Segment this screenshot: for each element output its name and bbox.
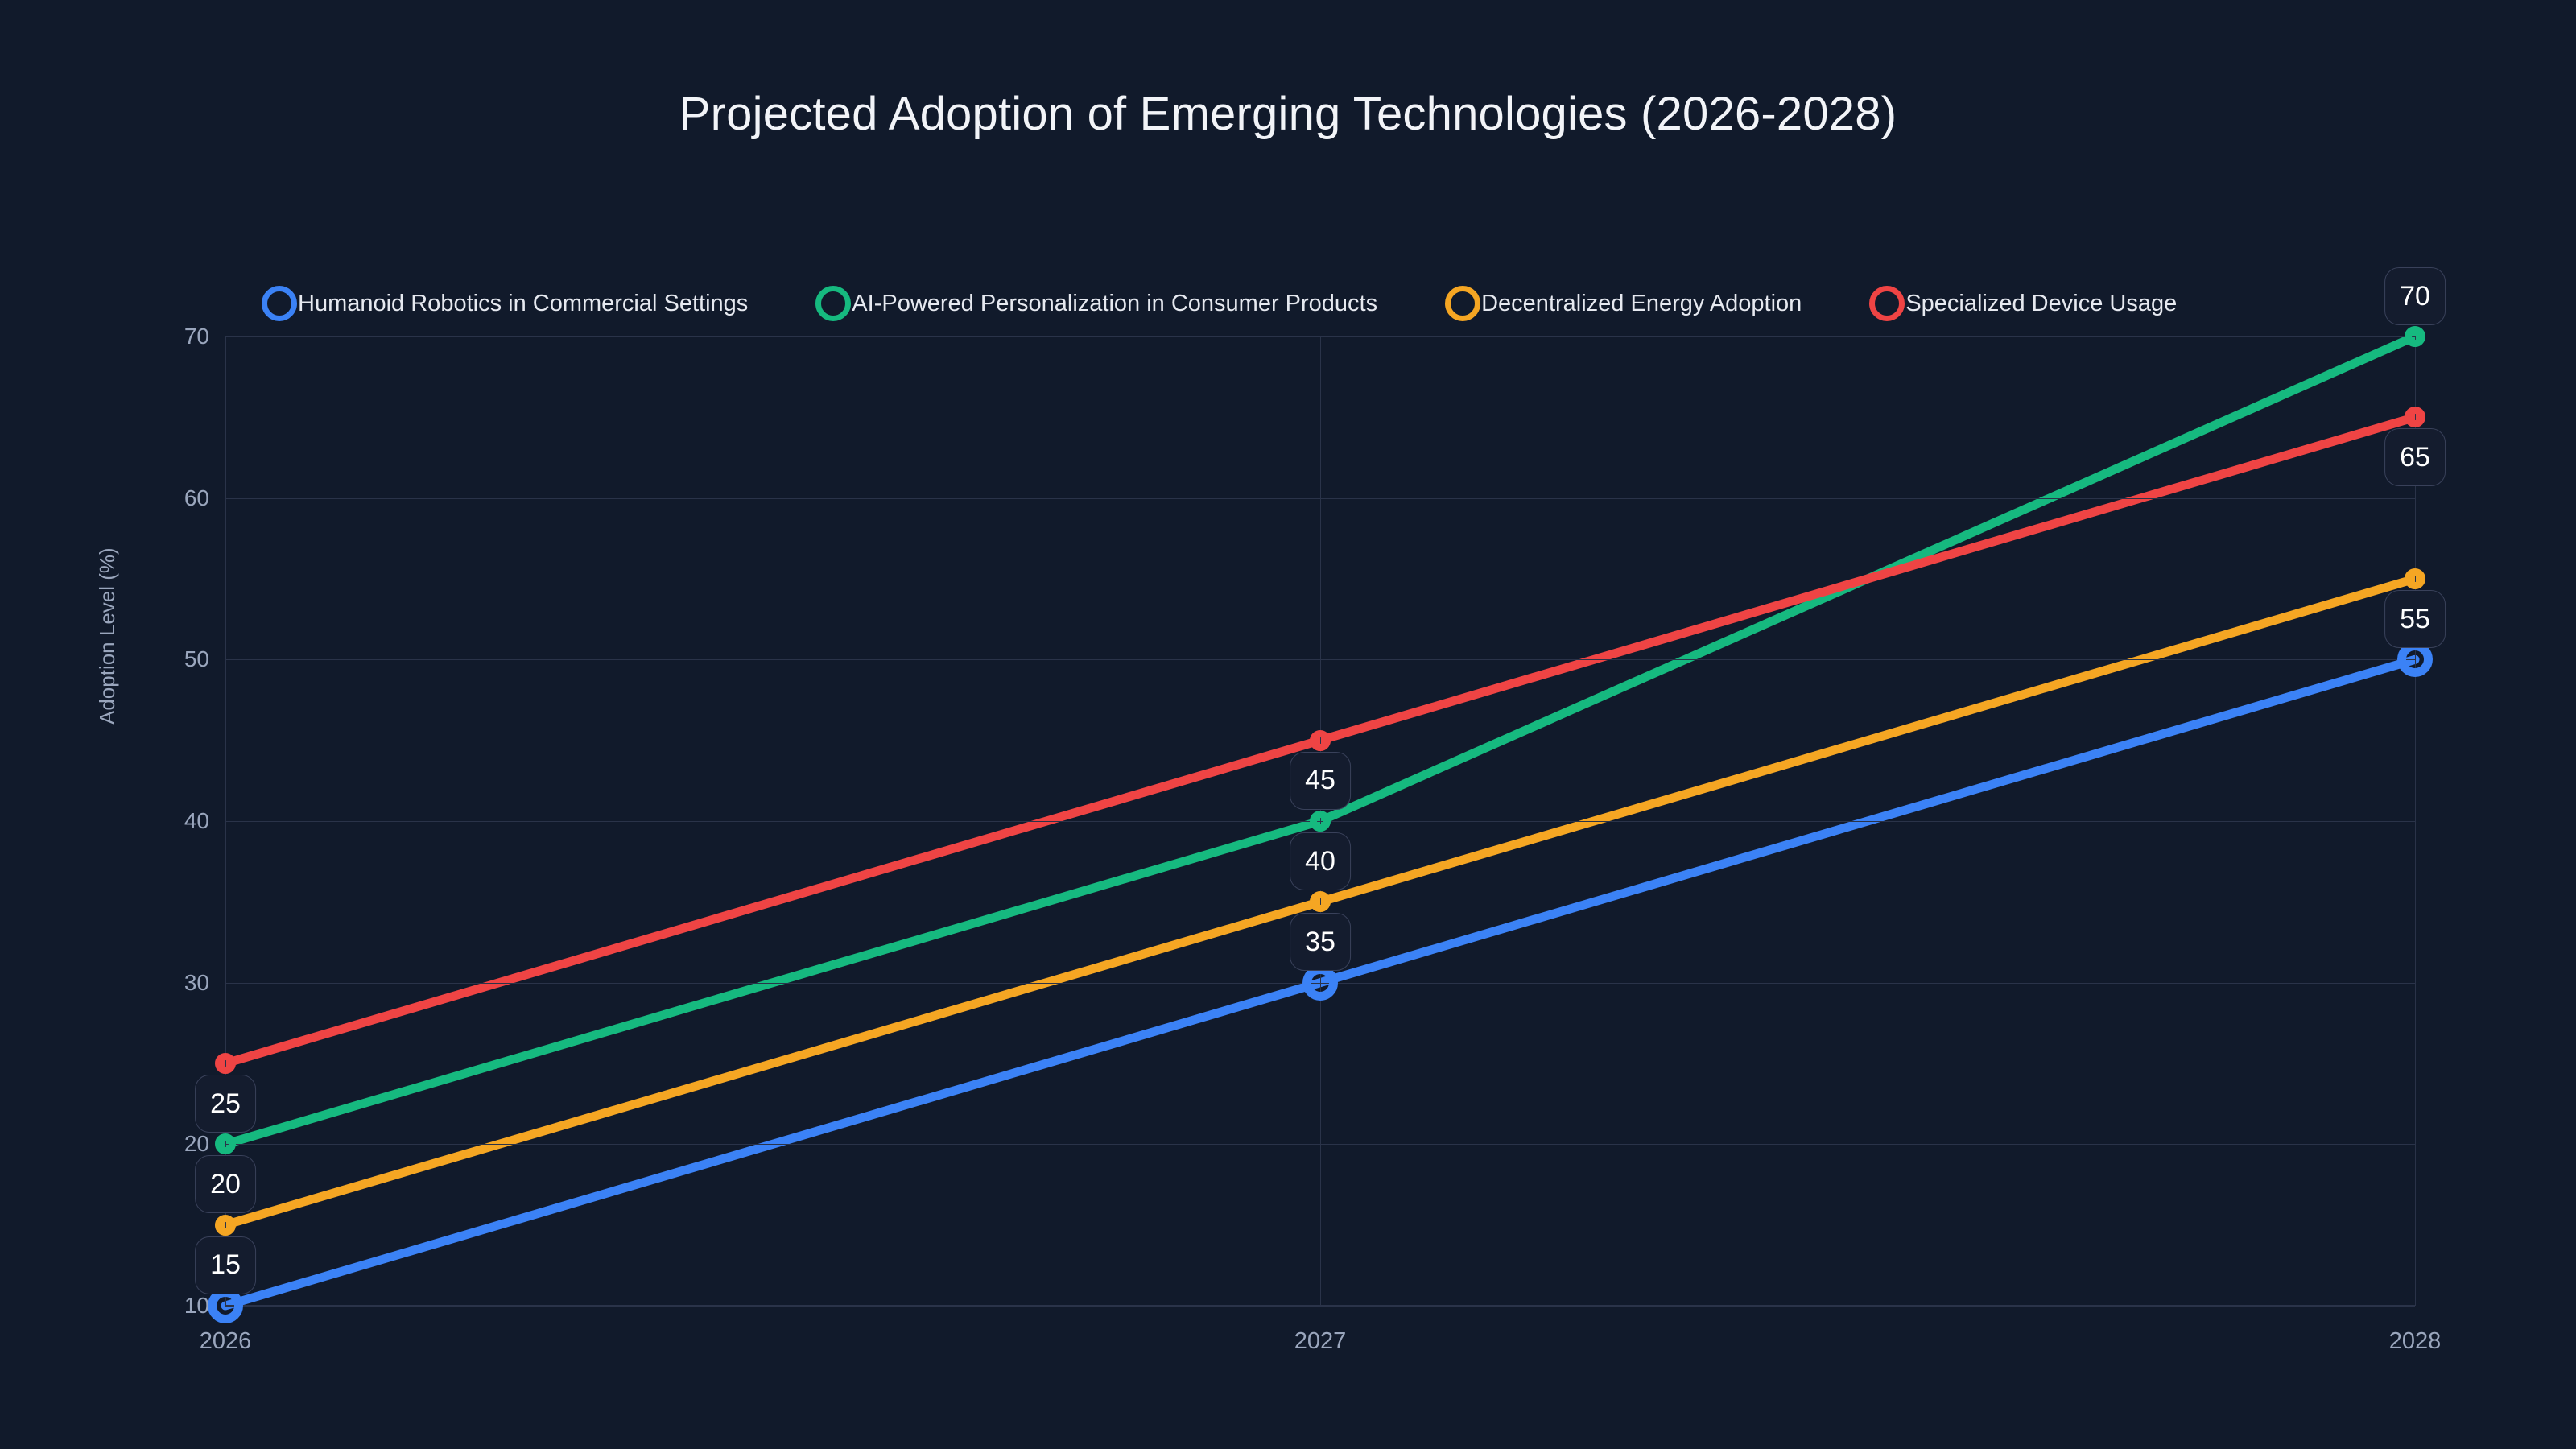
y-axis-tick-label: 30 — [184, 969, 209, 995]
x-axis-tick-label: 2028 — [2388, 1328, 2442, 1354]
x-axis-tick-label: 2026 — [199, 1328, 252, 1354]
data-label-chip: 45 — [1290, 751, 1351, 810]
page-title: Projected Adoption of Emerging Technolog… — [679, 88, 1897, 140]
gridline-vertical — [2415, 336, 2416, 1306]
data-point[interactable] — [2405, 326, 2425, 347]
chart-legend: Humanoid Robotics in Commercial Settings… — [262, 286, 2177, 321]
data-point[interactable] — [1310, 811, 1331, 832]
legend-marker-icon — [1445, 286, 1481, 321]
y-axis-tick-label: 60 — [184, 485, 209, 510]
data-label-chip: 15 — [195, 1236, 256, 1294]
data-label-chip: 25 — [195, 1075, 256, 1133]
legend-item-label: Humanoid Robotics in Commercial Settings — [298, 290, 749, 316]
legend-item-3[interactable]: Specialized Device Usage — [1869, 286, 2177, 321]
legend-item-label: AI-Powered Personalization in Consumer P… — [852, 290, 1378, 316]
data-label-chip: 20 — [195, 1155, 256, 1214]
data-label-chip: 40 — [1290, 832, 1351, 890]
y-axis-tick-label: 20 — [184, 1131, 209, 1157]
legend-item-1[interactable]: AI-Powered Personalization in Consumer P… — [815, 286, 1377, 321]
legend-marker-icon — [262, 286, 297, 321]
data-point[interactable] — [215, 1133, 236, 1155]
x-axis-line — [225, 1305, 2415, 1306]
legend-item-label: Specialized Device Usage — [1905, 290, 2178, 316]
data-label-chip: 35 — [1290, 913, 1351, 972]
data-point[interactable] — [215, 1053, 236, 1074]
x-axis-tick-label: 2027 — [1294, 1328, 1347, 1354]
data-label-chip: 55 — [2384, 590, 2446, 648]
data-label-chip: 70 — [2384, 267, 2446, 325]
legend-item-label: Decentralized Energy Adoption — [1481, 290, 1802, 316]
data-label-chip: 65 — [2384, 428, 2446, 487]
y-axis-tick-label: 40 — [184, 808, 209, 833]
gridline-horizontal — [225, 1306, 2415, 1307]
y-axis-title: Adoption Level (%) — [95, 547, 119, 724]
legend-item-0[interactable]: Humanoid Robotics in Commercial Settings — [262, 286, 748, 321]
data-point[interactable] — [215, 1214, 236, 1236]
gridline-vertical — [225, 336, 226, 1306]
data-point[interactable] — [2405, 568, 2425, 589]
legend-marker-icon — [815, 286, 852, 321]
y-axis-tick-label: 70 — [184, 324, 209, 349]
y-axis-tick-label: 10 — [184, 1293, 209, 1318]
data-point[interactable] — [1310, 729, 1331, 751]
legend-marker-icon — [1869, 286, 1905, 321]
data-point[interactable] — [1310, 891, 1331, 913]
legend-item-2[interactable]: Decentralized Energy Adoption — [1445, 286, 1802, 321]
y-axis-tick-label: 50 — [184, 646, 209, 672]
data-point[interactable] — [2405, 407, 2425, 428]
